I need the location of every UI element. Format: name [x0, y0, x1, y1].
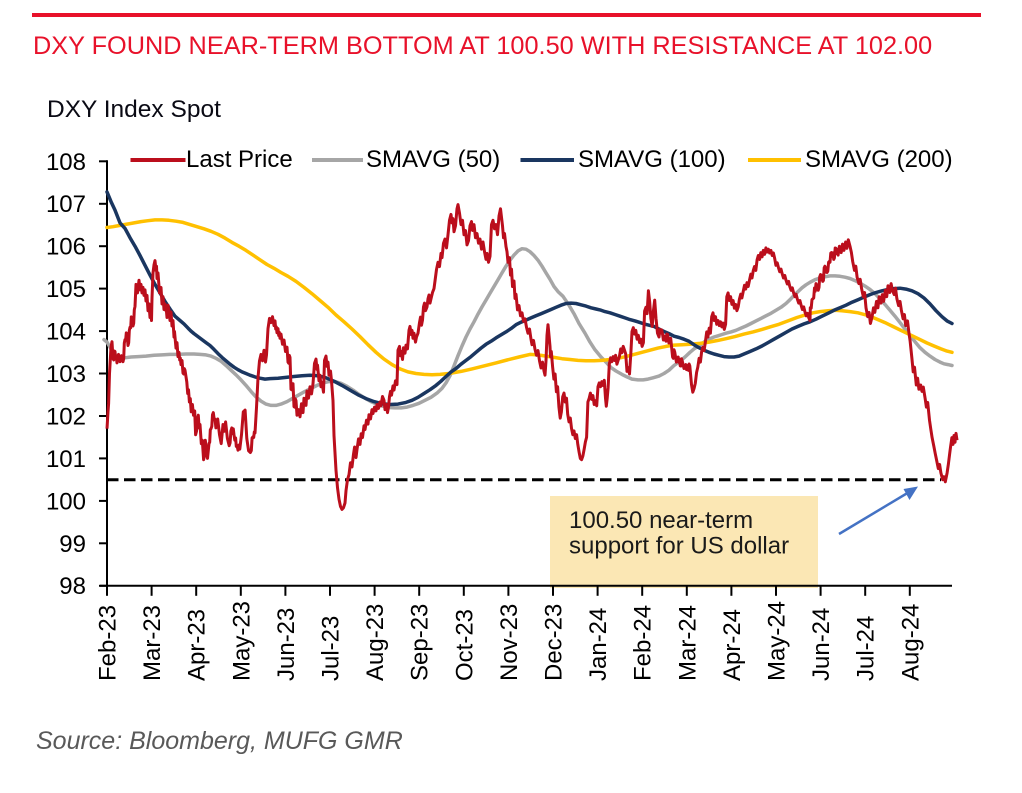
svg-text:105: 105	[46, 276, 86, 303]
svg-text:103: 103	[46, 361, 86, 388]
svg-text:support for US dollar: support for US dollar	[569, 533, 789, 560]
svg-text:Last Price: Last Price	[186, 146, 293, 173]
svg-text:Apr-23: Apr-23	[184, 609, 211, 681]
svg-text:Dec-23: Dec-23	[541, 604, 568, 681]
svg-text:Feb-24: Feb-24	[630, 605, 657, 681]
svg-text:SMAVG (200): SMAVG (200)	[805, 146, 953, 173]
svg-text:108: 108	[46, 149, 86, 176]
svg-text:May-23: May-23	[228, 601, 255, 681]
svg-text:Jul-23: Jul-23	[318, 616, 345, 681]
svg-text:100: 100	[46, 488, 86, 515]
svg-text:SMAVG (50): SMAVG (50)	[366, 146, 500, 173]
svg-text:100.50 near-term: 100.50 near-term	[569, 507, 753, 534]
svg-text:Mar-24: Mar-24	[674, 605, 701, 681]
svg-text:May-24: May-24	[764, 601, 791, 681]
svg-text:Aug-24: Aug-24	[897, 604, 924, 681]
svg-text:Jan-24: Jan-24	[585, 608, 612, 681]
svg-text:101: 101	[46, 446, 86, 473]
svg-text:Nov-23: Nov-23	[496, 604, 523, 681]
svg-text:106: 106	[46, 234, 86, 261]
svg-text:Apr-24: Apr-24	[719, 609, 746, 681]
svg-text:107: 107	[46, 191, 86, 218]
svg-text:SMAVG (100): SMAVG (100)	[578, 146, 726, 173]
svg-text:Sep-23: Sep-23	[407, 604, 434, 681]
svg-text:Aug-23: Aug-23	[362, 604, 389, 681]
svg-text:Oct-23: Oct-23	[451, 609, 478, 681]
svg-text:Mar-23: Mar-23	[139, 605, 166, 681]
svg-text:102: 102	[46, 403, 86, 430]
svg-text:Feb-23: Feb-23	[95, 605, 122, 681]
svg-text:Jun-24: Jun-24	[808, 608, 835, 681]
svg-text:Jul-24: Jul-24	[853, 616, 880, 681]
svg-text:99: 99	[59, 531, 86, 558]
svg-text:104: 104	[46, 319, 86, 346]
svg-text:Jun-23: Jun-23	[273, 608, 300, 681]
svg-text:98: 98	[59, 573, 86, 600]
